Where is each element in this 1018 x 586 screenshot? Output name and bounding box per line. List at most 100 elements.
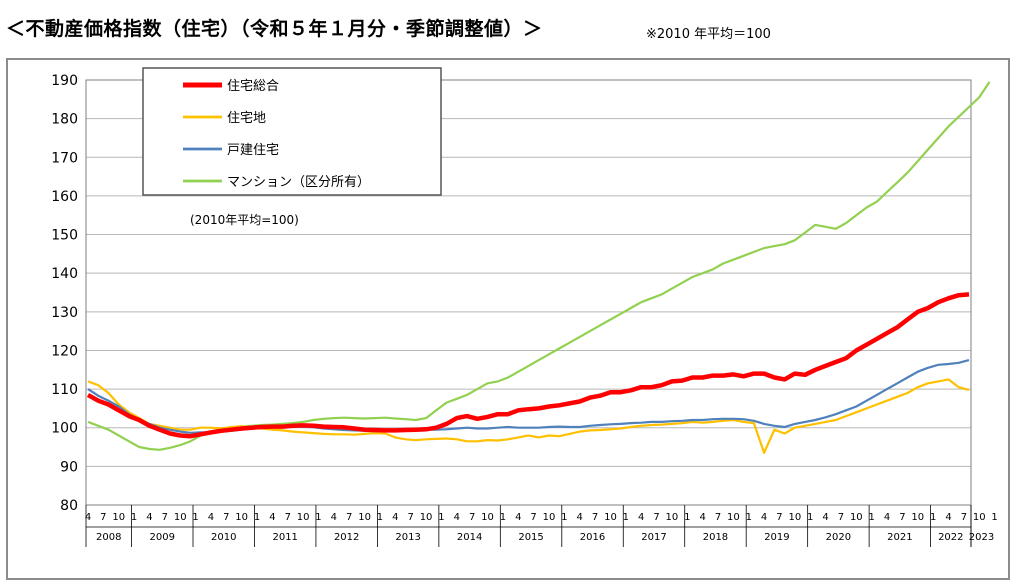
x-month-label: 7 bbox=[592, 512, 598, 523]
x-month-label: 10 bbox=[666, 512, 679, 523]
y-tick-label: 80 bbox=[60, 498, 78, 514]
x-month-label: 4 bbox=[269, 512, 275, 523]
y-tick-label: 90 bbox=[60, 459, 78, 475]
y-tick-label: 160 bbox=[51, 189, 78, 205]
x-year-label: 2011 bbox=[272, 532, 297, 543]
x-month-label: 7 bbox=[285, 512, 291, 523]
x-month-label: 1 bbox=[561, 512, 567, 523]
x-month-label: 1 bbox=[500, 512, 506, 523]
y-tick-label: 130 bbox=[51, 305, 78, 321]
x-month-label: 7 bbox=[223, 512, 229, 523]
x-year-label: 2022 bbox=[938, 532, 963, 543]
x-month-label: 10 bbox=[481, 512, 494, 523]
plot-area bbox=[85, 79, 972, 506]
legend-label-2: 戸建住宅 bbox=[227, 143, 279, 158]
legend-label-0: 住宅総合 bbox=[227, 79, 279, 94]
x-year-label: 2019 bbox=[764, 532, 789, 543]
x-month-label: 10 bbox=[788, 512, 801, 523]
x-year-label: 2015 bbox=[518, 532, 543, 543]
x-year-label: 2018 bbox=[703, 532, 728, 543]
x-year-label: 2009 bbox=[150, 532, 175, 543]
x-axis: 4 7 10 1 4 7 10 1 4 7 10 1 4 7 10 1 4 7 10 1 4 7 10 1 4 7 10 1 4 7 10 1… bbox=[85, 505, 998, 547]
x-month-label: 4 bbox=[638, 512, 644, 523]
x-month-label: 1 bbox=[991, 512, 997, 523]
x-month-label: 7 bbox=[100, 512, 106, 523]
chart-frame bbox=[6, 58, 1010, 580]
x-month-label: 1 bbox=[868, 512, 874, 523]
x-year-label: 2016 bbox=[580, 532, 605, 543]
x-month-label: 4 bbox=[85, 512, 91, 523]
x-month-label: 4 bbox=[208, 512, 214, 523]
series-line-0 bbox=[86, 292, 970, 439]
x-month-label: 4 bbox=[945, 512, 951, 523]
y-tick-label: 180 bbox=[51, 112, 78, 128]
x-month-label: 7 bbox=[408, 512, 414, 523]
x-month-label: 7 bbox=[162, 512, 168, 523]
x-month-label: 1 bbox=[315, 512, 321, 523]
series-lines bbox=[86, 81, 991, 454]
x-month-label: 10 bbox=[604, 512, 617, 523]
x-year-label: 2021 bbox=[887, 532, 912, 543]
x-month-label: 10 bbox=[973, 512, 986, 523]
x-month-label: 1 bbox=[254, 512, 260, 523]
x-month-label: 4 bbox=[515, 512, 521, 523]
legend-box bbox=[142, 67, 442, 196]
x-month-label: 4 bbox=[884, 512, 890, 523]
x-month-label: 4 bbox=[577, 512, 583, 523]
x-month-label: 4 bbox=[699, 512, 705, 523]
x-month-label: 10 bbox=[358, 512, 371, 523]
y-tick-label: 190 bbox=[51, 73, 78, 89]
series-line-2 bbox=[87, 359, 970, 434]
x-month-label: 10 bbox=[420, 512, 433, 523]
x-month-label: 1 bbox=[438, 512, 444, 523]
x-month-label: 1 bbox=[684, 512, 690, 523]
base-year-note: ※2010 年平均＝100 bbox=[646, 27, 771, 42]
x-month-label: 1 bbox=[131, 512, 137, 523]
x-month-label: 7 bbox=[776, 512, 782, 523]
x-month-label: 1 bbox=[930, 512, 936, 523]
page-title: ＜不動産価格指数（住宅）（令和５年１月分・季節調整値）＞ bbox=[6, 18, 543, 40]
x-month-label: 1 bbox=[192, 512, 198, 523]
x-month-label: 1 bbox=[807, 512, 813, 523]
x-month-label: 7 bbox=[715, 512, 721, 523]
x-year-label: 2020 bbox=[826, 532, 851, 543]
x-month-label: 7 bbox=[346, 512, 352, 523]
legend-basis-note: (2010年平均=100) bbox=[190, 213, 299, 227]
x-month-label: 7 bbox=[469, 512, 475, 523]
x-year-label: 2017 bbox=[641, 532, 666, 543]
y-tick-label: 140 bbox=[51, 266, 78, 282]
x-month-label: 4 bbox=[761, 512, 767, 523]
y-tick-label: 110 bbox=[51, 382, 78, 398]
x-month-label: 7 bbox=[899, 512, 905, 523]
x-year-label: 2008 bbox=[96, 532, 121, 543]
x-month-label: 4 bbox=[392, 512, 398, 523]
x-year-label: 2010 bbox=[211, 532, 236, 543]
legend-label-1: 住宅地 bbox=[227, 111, 266, 126]
x-month-label: 1 bbox=[623, 512, 629, 523]
x-month-label: 4 bbox=[822, 512, 828, 523]
x-month-label: 7 bbox=[838, 512, 844, 523]
x-month-label: 10 bbox=[911, 512, 924, 523]
x-month-label: 10 bbox=[174, 512, 187, 523]
y-tick-label: 150 bbox=[51, 228, 78, 244]
x-month-label: 4 bbox=[146, 512, 152, 523]
x-month-label: 4 bbox=[331, 512, 337, 523]
x-year-label: 2012 bbox=[334, 532, 359, 543]
x-month-label: 7 bbox=[530, 512, 536, 523]
x-month-label: 1 bbox=[377, 512, 383, 523]
y-tick-label: 120 bbox=[51, 343, 78, 359]
legend-label-3: マンション（区分所有） bbox=[227, 175, 370, 190]
x-month-label: 10 bbox=[727, 512, 740, 523]
x-month-label: 10 bbox=[543, 512, 556, 523]
x-year-label: 2013 bbox=[395, 532, 420, 543]
y-tick-label: 100 bbox=[51, 421, 78, 437]
x-month-label: 10 bbox=[850, 512, 863, 523]
x-month-label: 10 bbox=[112, 512, 125, 523]
y-axis-tick-labels: 80 90 100 110 120 130 140 150 160 170 180 190 bbox=[51, 73, 78, 514]
x-year-label: 2014 bbox=[457, 532, 482, 543]
x-month-label: 1 bbox=[746, 512, 752, 523]
x-month-label: 10 bbox=[297, 512, 310, 523]
x-year-label: 2023 bbox=[969, 532, 994, 543]
